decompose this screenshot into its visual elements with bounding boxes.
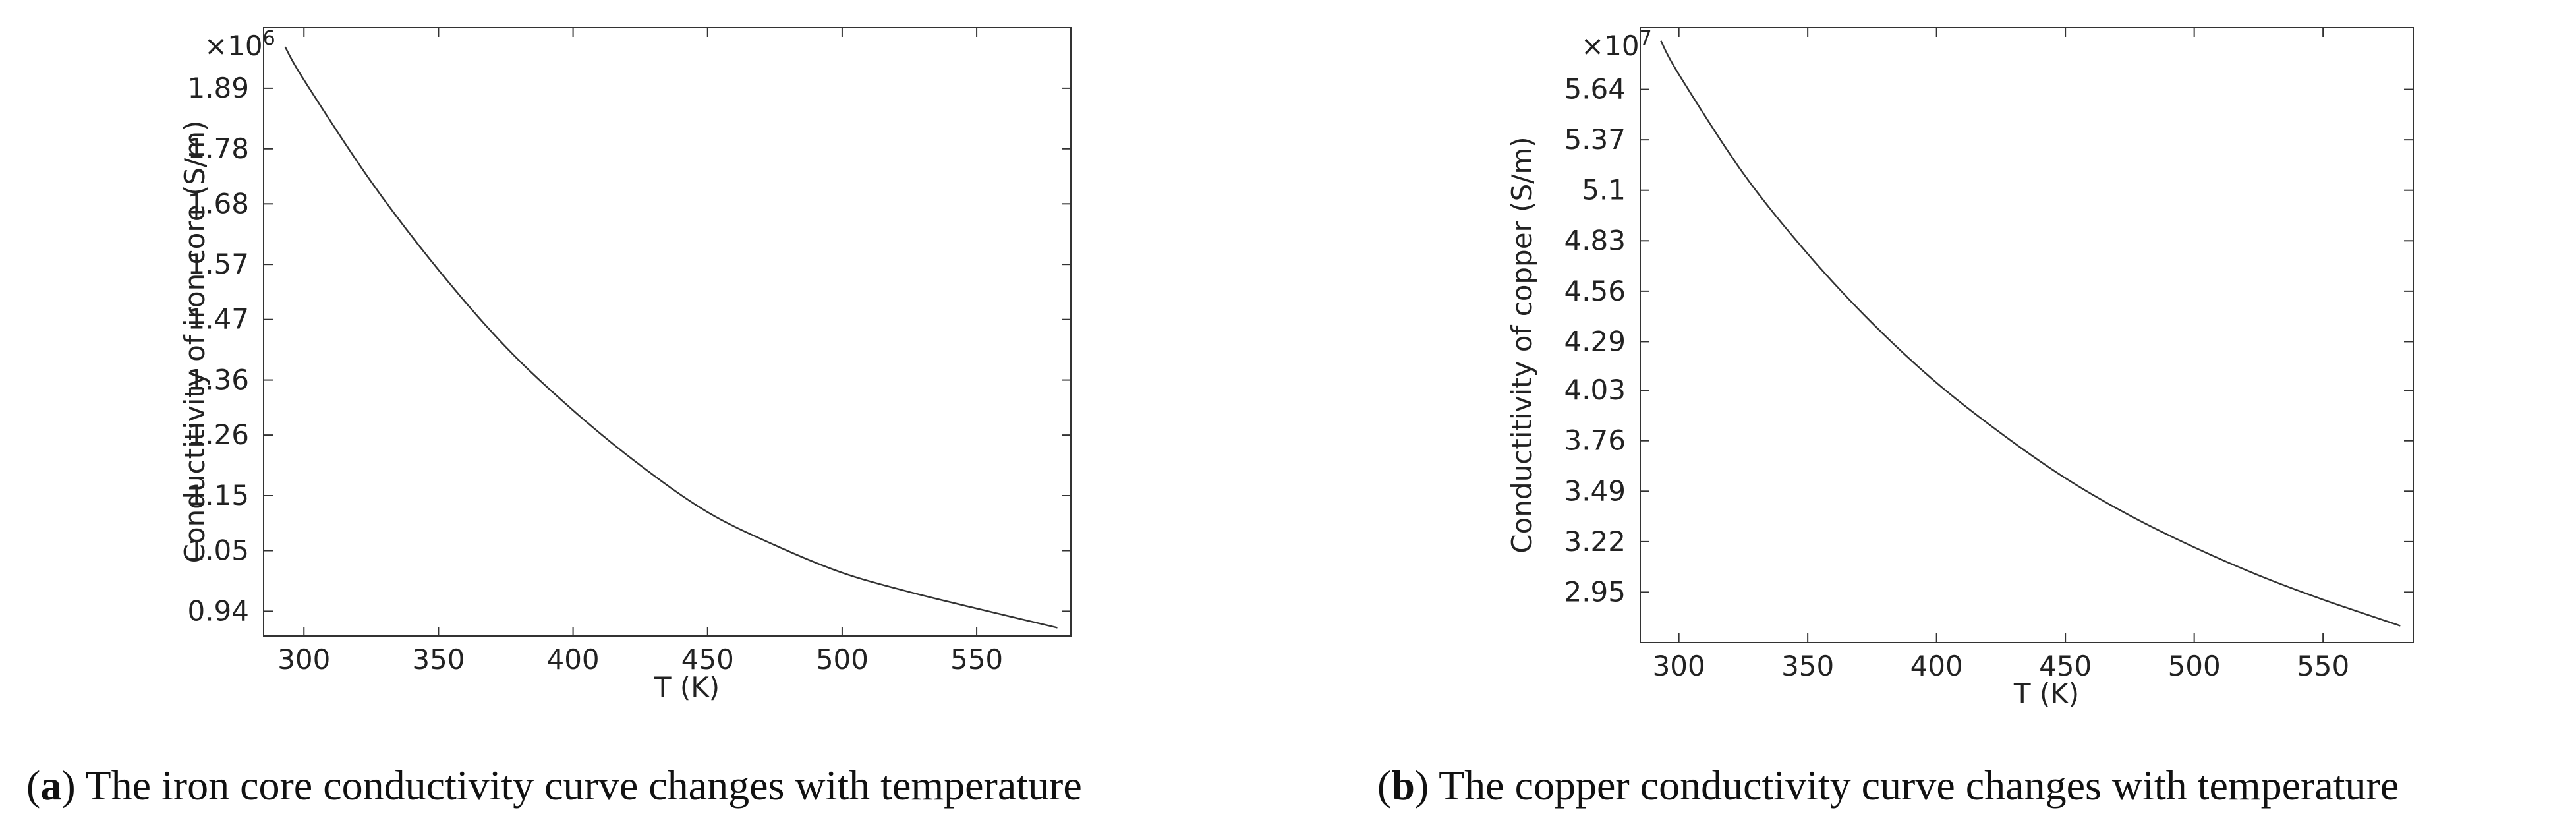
y-multiplier: ×107 (1581, 27, 1652, 62)
y-tick-label: 1.47 (187, 303, 249, 335)
y-tick-label: 1.15 (187, 479, 249, 511)
y-tick-label: 1.36 (187, 364, 249, 396)
y-tick-label: 1.05 (187, 535, 249, 567)
caption-a-letter: a (40, 762, 62, 809)
x-tick-label: 500 (816, 643, 869, 676)
y-tick-label: 5.1 (1582, 174, 1626, 206)
caption-b-text: The copper conductivity curve changes wi… (1429, 762, 2399, 809)
caption-a: (a) The iron core conductivity curve cha… (26, 762, 1082, 809)
y-tick-label: 5.37 (1564, 123, 1626, 156)
plot-frame (1640, 27, 2414, 643)
caption-b: (b) The copper conductivity curve change… (1377, 762, 2399, 809)
plot-frame (263, 27, 1072, 637)
x-tick-label: 550 (2297, 650, 2349, 682)
y-tick-label: 3.22 (1564, 525, 1626, 558)
y-tick-label: 4.56 (1564, 275, 1626, 307)
y-tick-label: 1.89 (187, 72, 249, 104)
y-tick-label: 4.29 (1564, 325, 1626, 357)
series-line (284, 46, 1058, 629)
series-line (1660, 40, 2401, 627)
y-tick-label: 5.64 (1564, 73, 1626, 105)
x-axis-label: T (K) (2013, 678, 2079, 710)
x-tick-label: 400 (1910, 650, 1963, 682)
y-tick-label: 3.76 (1564, 424, 1626, 457)
x-tick-label: 400 (546, 643, 599, 676)
y-tick-label: 4.03 (1564, 374, 1626, 406)
y-multiplier: ×106 (204, 27, 275, 62)
chart-b: 300 350 400 450 500 550 2.95 3.22 3.49 3.76 4.03 4.… (1506, 27, 2414, 710)
y-axis-label: Conductitivity of iron core (S/m) (179, 121, 211, 564)
y-axis-label: Conductitivity of copper (S/m) (1506, 136, 1538, 553)
x-tick-label: 450 (681, 643, 734, 676)
y-tick-label: 2.95 (1564, 575, 1626, 608)
caption-b-letter: b (1391, 762, 1415, 809)
x-tick-label: 450 (2039, 650, 2092, 682)
y-tick-label: 1.68 (187, 187, 249, 219)
x-tick-label: 300 (277, 643, 330, 676)
x-tick-label: 300 (1653, 650, 1705, 682)
x-tick-label: 550 (950, 643, 1003, 676)
x-tick-label: 350 (1781, 650, 1834, 682)
x-tick-label: 350 (412, 643, 465, 676)
x-axis-label: T (K) (654, 671, 720, 703)
y-tick-label: 1.26 (187, 419, 249, 451)
y-tick-label: 1.78 (187, 132, 249, 165)
y-tick-label: 1.57 (187, 248, 249, 280)
y-tick-label: 0.94 (187, 594, 249, 627)
x-tick-label: 500 (2168, 650, 2221, 682)
y-tick-label: 3.49 (1564, 475, 1626, 507)
caption-a-text: The iron core conductivity curve changes… (75, 762, 1082, 809)
chart-a: 300 350 400 450 500 550 0.94 1.05 1.15 1.26 1.36 1.… (179, 27, 1072, 703)
y-tick-label: 4.83 (1564, 224, 1626, 256)
